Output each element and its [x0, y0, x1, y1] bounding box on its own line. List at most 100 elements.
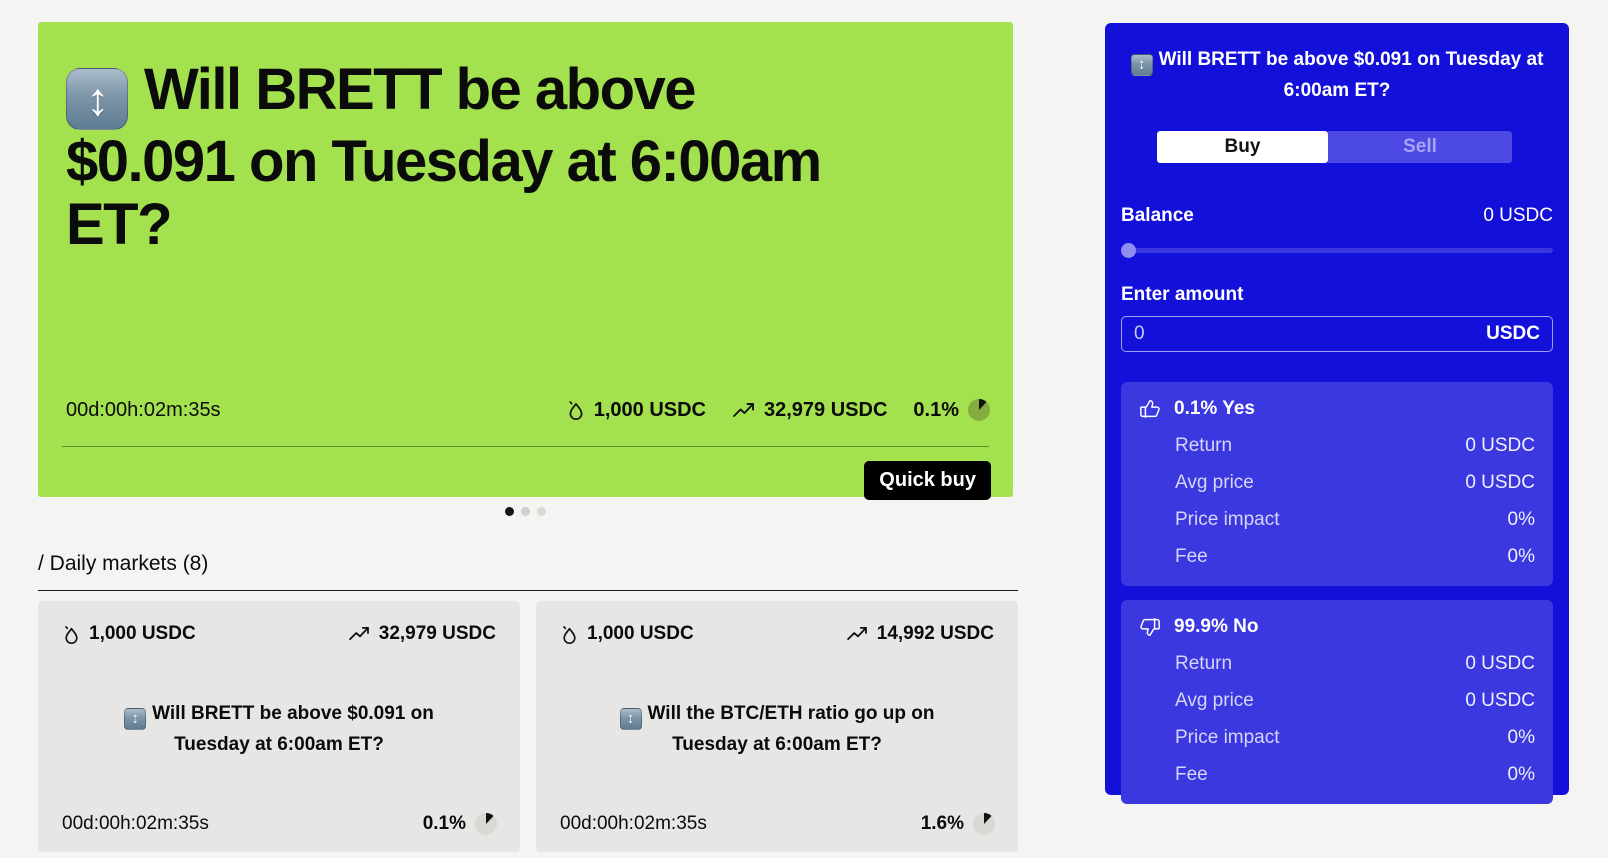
trending-up-icon	[733, 402, 754, 417]
card-title-text: Will BRETT be above $0.091 on Tuesday at…	[152, 703, 434, 755]
droplet-icon	[563, 625, 576, 644]
card-title: ↕ Will BRETT be above $0.091 on Tuesday a…	[99, 699, 459, 760]
hero-liquidity-value: 1,000 USDC	[593, 398, 706, 421]
row-value: 0%	[1507, 509, 1535, 531]
hero-divider	[62, 446, 989, 447]
card-bottom-row: 00d:00h:02m:35s 1.6%	[560, 812, 996, 836]
hero-liquidity: 1,000 USDC	[566, 399, 706, 422]
amount-label: Enter amount	[1121, 284, 1244, 306]
row-label: Avg price	[1175, 472, 1254, 494]
no-option-header: 99.9% No	[1139, 616, 1535, 638]
updown-arrows-icon: ↕	[1130, 53, 1153, 76]
row-value: 0%	[1507, 727, 1535, 749]
no-option-card[interactable]: 99.9% No Return 0 USDC Avg price 0 USDC …	[1121, 600, 1553, 805]
amount-input-box: USDC	[1121, 316, 1553, 353]
card-stats-row: 1,000 USDC 14,992 USDC	[560, 623, 994, 645]
daily-markets-heading: / Daily markets (8)	[38, 552, 1018, 591]
trade-panel-title: ↕ Will BRETT be above $0.091 on Tuesday a…	[1121, 45, 1553, 105]
balance-slider[interactable]	[1121, 243, 1553, 259]
slider-track[interactable]	[1121, 248, 1553, 254]
yes-option-card[interactable]: 0.1% Yes Return 0 USDC Avg price 0 USDC …	[1121, 382, 1553, 587]
row-value: 0 USDC	[1465, 690, 1535, 712]
carousel-dot-1[interactable]	[505, 507, 514, 516]
pie-chart-icon	[968, 399, 990, 421]
card-volume-value: 32,979 USDC	[378, 623, 496, 644]
row-label: Price impact	[1175, 509, 1280, 531]
updown-arrows-icon: ↕	[66, 68, 128, 131]
row-label: Avg price	[1175, 690, 1254, 712]
card-chance-value: 0.1%	[422, 813, 466, 834]
yes-price-impact-row: Price impact 0%	[1139, 509, 1535, 531]
card-liquidity-value: 1,000 USDC	[89, 623, 196, 644]
pie-chart-icon	[973, 813, 995, 835]
row-value: 0%	[1507, 546, 1535, 568]
updown-arrows-icon: ↕	[124, 708, 147, 730]
carousel-dot-3[interactable]	[537, 507, 546, 516]
row-value: 0 USDC	[1465, 653, 1535, 675]
card-bottom-row: 00d:00h:02m:35s 0.1%	[62, 812, 498, 836]
hero-market-card[interactable]: ↕ Will BRETT be above $0.091 on Tuesday a…	[38, 22, 1013, 500]
row-value: 0 USDC	[1465, 435, 1535, 457]
card-liquidity: 1,000 USDC	[560, 623, 694, 645]
trade-panel: ↕ Will BRETT be above $0.091 on Tuesday a…	[1105, 23, 1569, 805]
slider-handle[interactable]	[1121, 243, 1136, 259]
hero-chance-value: 0.1%	[913, 398, 959, 421]
market-card-brett[interactable]: 1,000 USDC 32,979 USDC ↕ Will BRETT be ab…	[38, 601, 520, 852]
yes-option-header: 0.1% Yes	[1139, 398, 1535, 420]
card-stats-row: 1,000 USDC 32,979 USDC	[62, 623, 496, 645]
row-label: Fee	[1175, 546, 1208, 568]
hero-title: ↕ Will BRETT be above $0.091 on Tuesday a…	[66, 58, 866, 257]
market-card-btc-eth[interactable]: 1,000 USDC 14,992 USDC ↕ Will the BTC/ETH…	[536, 601, 1018, 852]
updown-arrows-icon: ↕	[619, 708, 642, 730]
carousel-dots	[38, 507, 1013, 516]
no-price-impact-row: Price impact 0%	[1139, 727, 1535, 749]
thumbs-down-icon	[1140, 618, 1160, 637]
droplet-icon	[65, 625, 78, 644]
yes-avg-price-row: Avg price 0 USDC	[1139, 472, 1535, 494]
card-chance: 1.6%	[921, 812, 996, 836]
carousel-dot-2[interactable]	[521, 507, 530, 516]
card-liquidity-value: 1,000 USDC	[587, 623, 694, 644]
hero-countdown: 00d:00h:02m:35s	[66, 398, 221, 421]
trending-up-icon	[846, 626, 867, 641]
tab-buy[interactable]: Buy	[1157, 131, 1328, 164]
hero-chance: 0.1%	[913, 398, 991, 422]
no-avg-price-row: Avg price 0 USDC	[1139, 690, 1535, 712]
row-value: 0%	[1507, 764, 1535, 786]
thumbs-up-icon	[1140, 400, 1160, 419]
hero-stats-row: 00d:00h:02m:35s 1,000 USDC 32,979 USDC 0…	[66, 398, 991, 422]
tab-sell[interactable]: Sell	[1328, 131, 1512, 164]
no-fee-row: Fee 0%	[1139, 764, 1535, 786]
card-chance: 0.1%	[423, 812, 498, 836]
card-title: ↕ Will the BTC/ETH ratio go up on Tuesday…	[597, 699, 957, 760]
no-option-label: 99.9% No	[1174, 616, 1259, 638]
row-label: Fee	[1175, 764, 1208, 786]
card-countdown: 00d:00h:02m:35s	[62, 813, 209, 834]
row-label: Return	[1175, 435, 1233, 457]
amount-input[interactable]	[1134, 323, 1487, 346]
card-title-text: Will the BTC/ETH ratio go up on Tuesday …	[647, 703, 935, 755]
card-volume-value: 14,992 USDC	[876, 623, 994, 644]
row-label: Price impact	[1175, 727, 1280, 749]
row-value: 0 USDC	[1465, 472, 1535, 494]
market-card-list: 1,000 USDC 32,979 USDC ↕ Will BRETT be ab…	[38, 601, 1018, 852]
balance-value: 0 USDC	[1483, 205, 1553, 227]
yes-option-label: 0.1% Yes	[1174, 398, 1256, 420]
hero-volume-value: 32,979 USDC	[764, 398, 888, 421]
card-countdown: 00d:00h:02m:35s	[560, 813, 707, 834]
no-return-row: Return 0 USDC	[1139, 653, 1535, 675]
card-liquidity: 1,000 USDC	[62, 623, 196, 645]
hero-title-text: Will BRETT be above $0.091 on Tuesday at…	[66, 57, 822, 258]
card-volume: 14,992 USDC	[846, 623, 994, 645]
card-volume: 32,979 USDC	[348, 623, 496, 645]
yes-fee-row: Fee 0%	[1139, 546, 1535, 568]
trending-up-icon	[348, 626, 369, 641]
buy-sell-toggle: Buy Sell	[1157, 131, 1512, 164]
balance-row: Balance 0 USDC	[1121, 205, 1553, 227]
row-label: Return	[1175, 653, 1233, 675]
card-chance-value: 1.6%	[920, 813, 964, 834]
pie-chart-icon	[475, 813, 497, 835]
hero-volume: 32,979 USDC	[732, 399, 887, 422]
balance-label: Balance	[1121, 205, 1194, 227]
quick-buy-button[interactable]: Quick buy	[864, 461, 991, 500]
